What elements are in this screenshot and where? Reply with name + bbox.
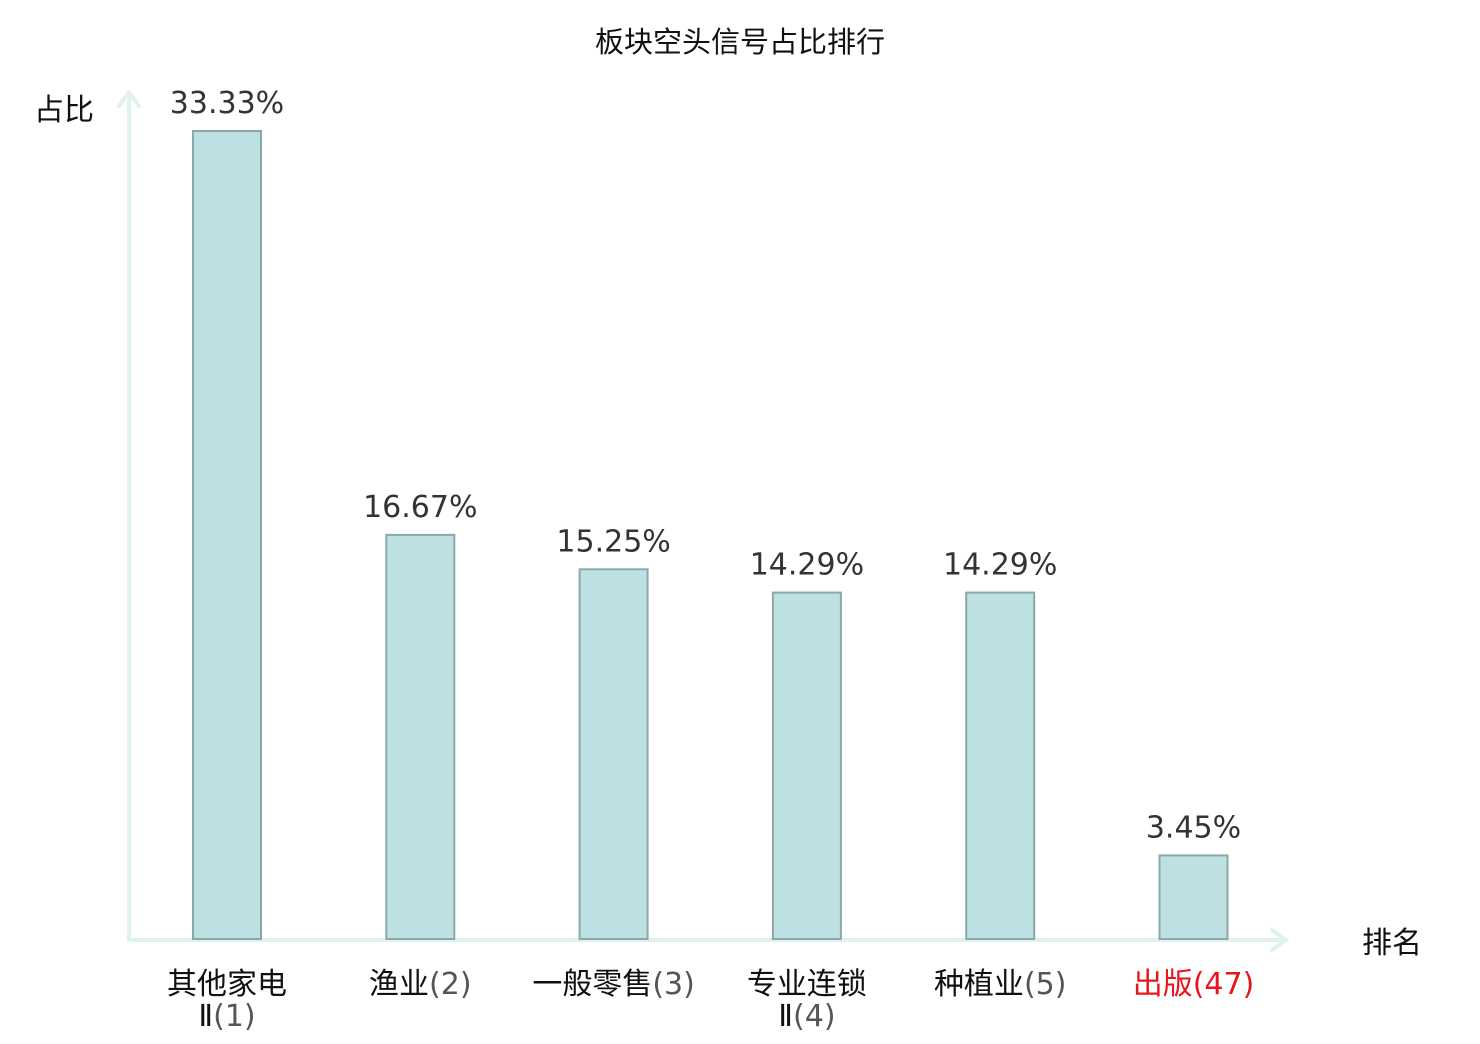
value-label-1: 33.33%: [170, 86, 284, 121]
category-label-4-line-1: 专业连锁: [747, 967, 867, 1002]
x-axis-label: 排名: [1362, 926, 1422, 961]
y-axis-label: 占比: [34, 93, 94, 128]
category-label-1-line-1: 其他家电: [167, 967, 287, 1002]
category-label-3: 一般零售(3): [532, 967, 695, 1002]
bar-3: [578, 568, 649, 940]
category-label-2: 渔业(2): [369, 967, 472, 1002]
value-label-2: 16.67%: [363, 490, 477, 525]
chart-title: 板块空头信号占比排行: [595, 25, 885, 59]
value-label-3: 15.25%: [556, 524, 670, 559]
category-label-4-line-2: Ⅱ(4): [778, 999, 835, 1034]
value-labels-layer: 33.33% 16.67% 15.25% 14.29% 14.29% 3.45%: [170, 86, 1241, 845]
value-label-4: 14.29%: [750, 548, 864, 583]
value-label-5: 14.29%: [943, 548, 1057, 583]
bar-5: [965, 591, 1036, 940]
y-axis-arrow: [117, 90, 141, 108]
bar-1: [192, 130, 262, 940]
category-label-1-line-2: Ⅱ(1): [198, 999, 255, 1034]
x-axis-arrow: [1270, 928, 1288, 952]
category-label-6: 出版(47): [1133, 967, 1255, 1002]
bar-4: [771, 591, 842, 940]
bars-layer: [192, 130, 1229, 941]
bar-6: [1158, 854, 1229, 941]
axes: [117, 90, 1288, 952]
value-label-6: 3.45%: [1146, 810, 1241, 845]
bar-2: [385, 533, 456, 941]
category-label-5: 种植业(5): [934, 967, 1066, 1002]
